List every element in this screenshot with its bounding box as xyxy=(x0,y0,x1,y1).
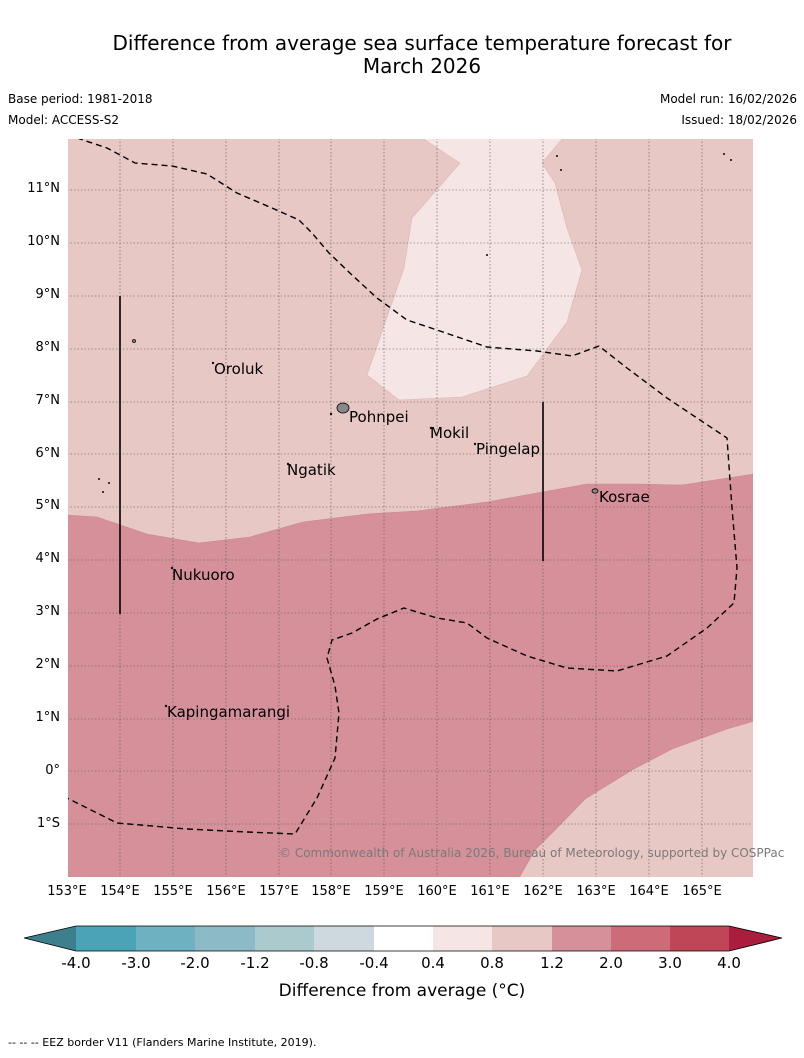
colorbar-segment xyxy=(433,926,492,951)
place-label-mokil: Mokil xyxy=(430,424,470,442)
lat-label: 1°N xyxy=(35,710,61,725)
lat-label: 4°N xyxy=(35,551,61,566)
colorbar-tick: -4.0 xyxy=(61,954,91,972)
lon-label: 163°E xyxy=(576,884,616,899)
lon-label: 164°E xyxy=(629,884,669,899)
place-label-kapingamarangi: Kapingamarangi xyxy=(167,703,291,721)
model-name: Model: ACCESS-S2 xyxy=(8,113,120,127)
colorbar-tick: 3.0 xyxy=(658,954,682,972)
zone-markers xyxy=(119,296,544,614)
colorbar-label: Difference from average (°C) xyxy=(278,981,526,1001)
lon-label: 161°E xyxy=(470,884,510,899)
colorbar-segment xyxy=(492,926,552,951)
lat-label: 5°N xyxy=(35,498,61,513)
lon-label: 162°E xyxy=(523,884,563,899)
lon-label: 156°E xyxy=(206,884,246,899)
colorbar-tick: -1.2 xyxy=(240,954,270,972)
lon-label: 160°E xyxy=(417,884,457,899)
lon-label: 159°E xyxy=(364,884,404,899)
lon-label: 158°E xyxy=(311,884,351,899)
lat-label: 3°N xyxy=(35,604,61,619)
colorbar-tick: 2.0 xyxy=(599,954,623,972)
colorbar-segment xyxy=(374,926,433,951)
place-label-pohnpei: Pohnpei xyxy=(349,408,409,426)
lat-label: 10°N xyxy=(27,234,60,249)
lat-label: 1°S xyxy=(36,816,60,831)
place-label-oroluk: Oroluk xyxy=(214,360,264,378)
lon-label: 155°E xyxy=(153,884,193,899)
colorbar-tick: 1.2 xyxy=(540,954,564,972)
copyright-notice: © Commonwealth of Australia 2026, Bureau… xyxy=(279,846,785,860)
place-label-nukuoro: Nukuoro xyxy=(172,566,235,584)
anomaly-region-0.4-0.8 xyxy=(366,138,583,401)
anomaly-region-1.2-2.0 xyxy=(67,473,754,878)
kosrae-island xyxy=(591,488,599,494)
sst-anomaly-map xyxy=(67,138,754,878)
colorbar xyxy=(23,924,783,954)
colorbar-tick: -3.0 xyxy=(121,954,151,972)
eez-footnote: -- -- -- EEZ border V11 (Flanders Marine… xyxy=(8,1036,317,1049)
lat-label: 11°N xyxy=(27,181,60,196)
base-period: Base period: 1981-2018 xyxy=(8,92,153,106)
lat-label: 6°N xyxy=(35,446,61,461)
colorbar-tick: -0.4 xyxy=(359,954,389,972)
colorbar-tick: -2.0 xyxy=(180,954,210,972)
lon-label: 153°E xyxy=(47,884,87,899)
lon-label: 154°E xyxy=(100,884,140,899)
eez-border xyxy=(67,138,738,835)
chart-title: Difference from average sea surface temp… xyxy=(0,32,804,78)
lon-label: 165°E xyxy=(682,884,722,899)
colorbar-segment xyxy=(729,926,782,951)
model-run: Model run: 16/02/2026 xyxy=(659,92,797,106)
lat-label: 9°N xyxy=(35,287,61,302)
colorbar-segment xyxy=(552,926,611,951)
islands xyxy=(97,152,733,708)
colorbar-segment xyxy=(76,926,136,951)
colorbar-segment xyxy=(136,926,195,951)
colorbar-tick: -0.8 xyxy=(299,954,329,972)
colorbar-segment xyxy=(24,926,76,951)
colorbar-segment xyxy=(255,926,314,951)
title-line-2: March 2026 xyxy=(362,54,482,78)
issued-date: Issued: 18/02/2026 xyxy=(681,113,797,127)
colorbar-tick: 4.0 xyxy=(717,954,741,972)
lat-label: 2°N xyxy=(35,657,61,672)
place-label-pingelap: Pingelap xyxy=(476,440,541,458)
place-label-kosrae: Kosrae xyxy=(599,488,650,506)
colorbar-segment xyxy=(195,926,255,951)
place-label-ngatik: Ngatik xyxy=(287,461,336,479)
lon-label: 157°E xyxy=(259,884,299,899)
colorbar-segment xyxy=(611,926,670,951)
lat-label: 7°N xyxy=(35,393,61,408)
colorbar-segment xyxy=(670,926,729,951)
colorbar-tick: 0.4 xyxy=(421,954,445,972)
colorbar-segment xyxy=(314,926,374,951)
title-line-1: Difference from average sea surface temp… xyxy=(112,31,732,55)
colorbar-tick: 0.8 xyxy=(480,954,504,972)
lat-label: 8°N xyxy=(35,340,61,355)
lat-label: 0° xyxy=(45,763,60,778)
graticule xyxy=(67,138,754,878)
pohnpei-island xyxy=(336,402,350,414)
